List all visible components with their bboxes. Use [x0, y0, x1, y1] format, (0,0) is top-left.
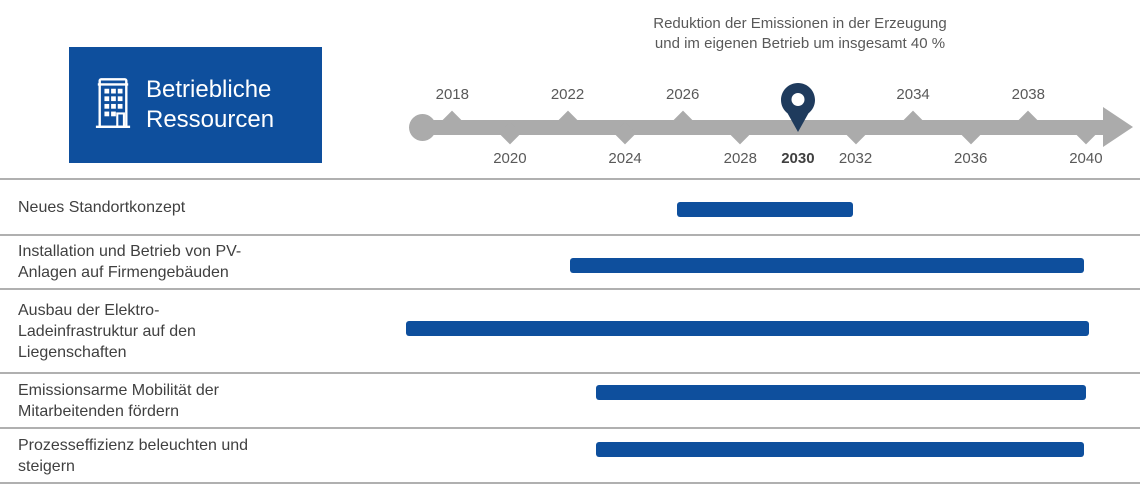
task-bar	[596, 442, 1085, 457]
task-label: Installation und Betrieb von PV- Anlagen…	[18, 243, 242, 281]
task-bar	[596, 385, 1086, 400]
year-label: 2028	[723, 150, 757, 167]
task-label: Emissionsarme Mobilität der Mitarbeitend…	[18, 381, 219, 420]
category-box: Betriebliche Ressourcen	[69, 47, 322, 163]
year-label: 2038	[1011, 86, 1045, 103]
task-row: Emissionsarme Mobilität der Mitarbeitend…	[0, 372, 1140, 427]
building-icon	[94, 75, 132, 136]
category-label: Betriebliche Ressourcen	[146, 76, 275, 133]
task-bar	[406, 321, 1089, 336]
year-label: 2026	[666, 86, 700, 103]
task-row: Ausbau der Elektro- Ladeinfrastruktur au…	[0, 288, 1140, 372]
task-label: Prozesseffizienz beleuchten und steigern	[18, 436, 249, 475]
task-rows: Neues Standortkonzept Installation und B…	[0, 178, 1140, 484]
task-row: Prozesseffizienz beleuchten und steigern	[0, 427, 1140, 482]
year-label: 2022	[550, 86, 585, 103]
task-bar	[570, 258, 1085, 273]
bottom-divider	[0, 482, 1140, 484]
task-label: Neues Standortkonzept	[18, 198, 186, 216]
task-label: Ausbau der Elektro- Ladeinfrastruktur au…	[18, 301, 196, 361]
year-label: 2018	[435, 86, 469, 103]
annotation-text: Reduktion der Emissionen in der Erzeugun…	[653, 15, 947, 52]
task-row: Installation und Betrieb von PV- Anlagen…	[0, 234, 1140, 288]
year-label: 2034	[896, 86, 930, 103]
timeline-arrow-icon	[1103, 107, 1133, 147]
year-label: 2036	[954, 150, 988, 167]
task-row: Neues Standortkonzept	[0, 178, 1140, 234]
year-label: 2030	[781, 150, 815, 167]
task-bar	[676, 202, 853, 217]
year-label: 2020	[493, 150, 527, 167]
location-pin-icon	[780, 83, 815, 132]
timeline-band	[421, 120, 1105, 135]
year-label: 2024	[608, 150, 642, 167]
year-label: 2040	[1069, 150, 1103, 167]
year-label: 2032	[838, 150, 873, 167]
